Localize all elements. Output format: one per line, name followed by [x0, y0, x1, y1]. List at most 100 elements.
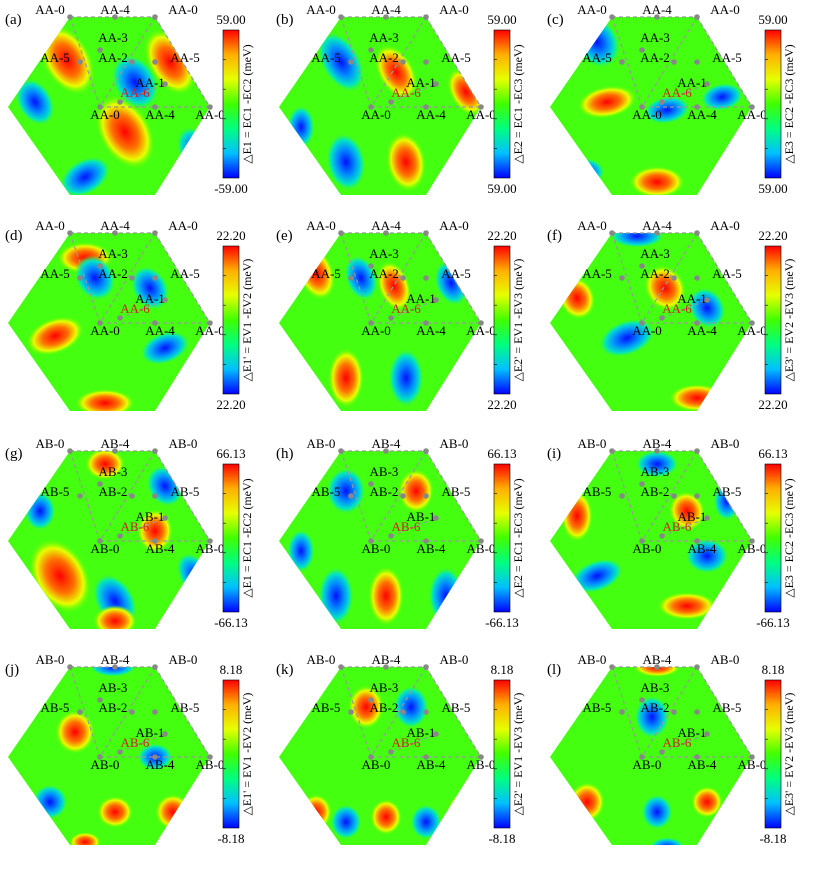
colorbar-max-label: 8.18 [220, 662, 243, 677]
hot-spot [633, 667, 681, 677]
dashed-line [641, 450, 698, 542]
hot-spot [629, 166, 685, 195]
site-label: AA-2 [640, 266, 670, 281]
panel-tag: (c) [547, 12, 564, 28]
site-dot [152, 538, 158, 544]
site-dot [433, 731, 439, 737]
hot-spot [385, 132, 427, 192]
colorbar-min-label: -59.00 [214, 181, 248, 196]
site-label: AB-5 [583, 484, 612, 499]
site-label: AA-6 [391, 85, 421, 100]
site-dot [639, 320, 645, 326]
site-label: AA-4 [145, 107, 175, 122]
site-label: AA-5 [40, 266, 70, 281]
site-label: AB-0 [633, 541, 662, 556]
hot-spot [93, 605, 137, 629]
site-dot [478, 104, 484, 110]
site-dot [112, 14, 118, 20]
site-label: AB-5 [583, 700, 612, 715]
site-label: AA-6 [662, 85, 692, 100]
cold-spot [388, 348, 424, 408]
site-label: AB-0 [307, 652, 336, 667]
site-dot [659, 315, 665, 321]
site-label: AB-6 [392, 735, 421, 750]
site-dot [423, 275, 429, 281]
dashed-line [99, 232, 156, 324]
site-dot [207, 320, 213, 326]
site-dot [694, 275, 700, 281]
hot-spot [85, 451, 125, 480]
cold-spot [635, 451, 679, 478]
site-label: AA-5 [441, 266, 471, 281]
colorbar-max-label: 59.00 [487, 12, 516, 27]
site-dot [348, 59, 354, 65]
panel-tag: (i) [547, 446, 561, 462]
colorbar-min-label: 22.20 [758, 397, 787, 412]
site-label: AA-1 [406, 75, 436, 90]
site-label: AB-0 [91, 541, 120, 556]
site-dot [388, 533, 394, 539]
dashed-line [661, 83, 708, 103]
site-dot [423, 664, 429, 670]
colorbar-title: △E2' = EV1 -EV3 (meV) [511, 259, 525, 382]
panel-a: AA-0 AA-4 AA-0AA-3AA-5 AA-2 AA-5AA-1AA-6AA-0… [5, 2, 254, 196]
site-label: AB-0 [36, 652, 65, 667]
hot-spot [97, 796, 133, 828]
hot-spot [94, 95, 156, 169]
panel-g: AB-0 AB-4 AB-0AB-3AB-5 AB-2 AB-5AB-1AB-6AB-0… [5, 436, 254, 630]
hot-spot [75, 389, 135, 411]
site-label: AB-4 [372, 436, 401, 451]
colorbar [222, 245, 240, 395]
site-label: AB-0 [91, 757, 120, 772]
panel-tag: (e) [276, 228, 293, 244]
colorbar-max-label: 66.13 [487, 446, 516, 461]
site-dot [129, 59, 135, 65]
cold-spot [634, 695, 670, 739]
panel-tag: (a) [5, 12, 22, 28]
cold-spot [326, 467, 366, 515]
panel-tag: (b) [276, 12, 294, 28]
heatmap-blobs [569, 667, 723, 845]
colorbar-title: △E3' = EV2 -EV3 (meV) [782, 693, 796, 816]
site-dot [117, 749, 123, 755]
cold-spot [130, 265, 170, 311]
site-dot [694, 230, 700, 236]
site-dot [671, 493, 677, 499]
site-label: AB-2 [370, 700, 399, 715]
site-label: AB-5 [442, 484, 471, 499]
site-label: AB-0 [738, 757, 767, 772]
site-label: AA-0 [577, 218, 607, 233]
site-label: AA-0 [632, 323, 662, 338]
site-label: AA-4 [416, 107, 446, 122]
colorbar-title: △E1' = EV1 -EV2 (meV) [240, 693, 254, 816]
dashed-line [340, 232, 372, 324]
site-dot [152, 59, 158, 65]
site-label: AB-4 [643, 652, 672, 667]
site-dot [388, 99, 394, 105]
dashed-line [661, 299, 708, 319]
colorbar [493, 463, 511, 613]
dashed-line [99, 16, 156, 108]
site-label: AA-0 [439, 218, 469, 233]
site-dot [117, 99, 123, 105]
cold-spot [73, 254, 117, 302]
cold-spot [393, 685, 429, 729]
site-label: AA-4 [642, 2, 672, 17]
site-dot [383, 230, 389, 236]
site-dot [383, 448, 389, 454]
site-label: AA-5 [582, 266, 612, 281]
site-label: AA-6 [391, 301, 421, 316]
site-dot [704, 731, 710, 737]
site-label: AA-1 [677, 291, 707, 306]
cold-spot [110, 53, 160, 111]
dashed-line [611, 450, 643, 542]
site-dot [388, 749, 394, 755]
dashed-line [340, 666, 372, 758]
colorbar-max-label: 59.00 [216, 12, 245, 27]
site-label: AB-4 [146, 757, 175, 772]
cold-spot [330, 804, 362, 840]
hot-spot [374, 44, 418, 100]
site-dot [368, 481, 374, 487]
heatmap-blobs [296, 245, 469, 408]
